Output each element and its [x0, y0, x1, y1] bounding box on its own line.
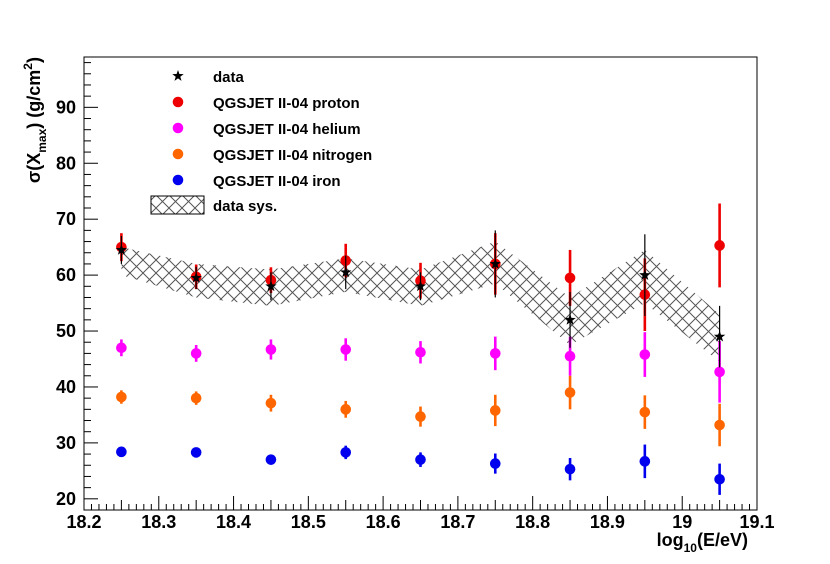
y-axis-title: σ(Xmax) (g/cm2) — [21, 57, 49, 183]
model-point — [340, 447, 352, 458]
x-axis-title-sub: 10 — [684, 541, 698, 555]
x-axis-title-rest: (E/eV) — [697, 530, 748, 550]
legend-label: QGSJET II-04 proton — [213, 95, 360, 112]
data-star-point — [639, 269, 651, 280]
legend-star-icon — [172, 70, 184, 81]
data-star-point — [414, 280, 427, 292]
legend-label: QGSJET II-04 nitrogen — [213, 147, 372, 164]
model-point — [190, 348, 202, 359]
model-point — [489, 405, 501, 416]
x-tick-label: 18.5 — [291, 512, 326, 532]
x-tick-label: 18.8 — [515, 512, 550, 532]
y-axis-title-rest: ) (g/cm — [24, 70, 44, 129]
legend-circle-icon — [172, 122, 184, 134]
data-star-point — [489, 257, 501, 269]
x-tick-label: 18.3 — [141, 512, 176, 532]
y-axis-title-close: ) — [24, 57, 44, 63]
y-tick-label: 90 — [56, 97, 76, 117]
model-point — [340, 404, 352, 415]
model-point — [714, 366, 725, 378]
y-tick-label: 40 — [56, 377, 76, 397]
y-axis-title-sigma: σ(X — [24, 153, 44, 183]
y-tick-label: 80 — [56, 153, 76, 173]
model-point — [265, 454, 277, 465]
x-tick-label: 19 — [672, 512, 692, 532]
x-axis-title: log10(E/eV) — [657, 530, 748, 555]
legend-label: QGSJET II-04 iron — [213, 173, 341, 190]
x-tick-label: 18.6 — [366, 512, 401, 532]
model-point — [714, 419, 725, 431]
x-axis-title-log: log — [657, 530, 684, 550]
model-point — [116, 391, 127, 403]
model-point — [564, 272, 576, 284]
legend-label: data — [213, 69, 245, 86]
x-tick-label: 18.2 — [66, 512, 101, 532]
legend: data QGSJET II-04 proton QGSJET II-04 heli… — [150, 69, 372, 215]
data-star-point — [564, 313, 576, 325]
model-point — [265, 344, 277, 355]
model-point — [265, 397, 277, 409]
model-point — [639, 456, 651, 467]
y-tick-label: 70 — [56, 209, 76, 229]
data-star-point — [340, 266, 352, 278]
model-point — [116, 446, 127, 458]
model-point — [564, 350, 576, 362]
model-point — [415, 454, 426, 465]
model-point — [639, 349, 651, 360]
legend-hatch-icon — [150, 195, 205, 215]
x-tick-label: 18.4 — [216, 512, 251, 532]
data-star-point — [265, 280, 277, 292]
model-point — [489, 348, 501, 359]
y-tick-label: 20 — [56, 489, 76, 509]
model-point — [190, 392, 202, 404]
model-point — [340, 344, 352, 355]
model-point — [639, 406, 651, 418]
model-point — [564, 463, 576, 475]
x-tick-label: 19.1 — [739, 512, 774, 532]
model-point — [564, 387, 576, 398]
x-tick-label: 18.7 — [440, 512, 475, 532]
axes-layer: 18.2 18.3 18.4 18.5 18.6 18.7 18.8 18.9 19 19.1 20… — [56, 62, 775, 532]
data-star-point — [115, 243, 128, 255]
legend-circle-icon — [172, 174, 184, 186]
y-axis-title-sub: max — [35, 128, 49, 152]
model-point — [116, 342, 127, 354]
series-layer — [115, 203, 726, 495]
model-point — [489, 458, 501, 469]
model-point — [415, 411, 426, 422]
y-axis-title-sup: 2 — [21, 63, 35, 70]
model-point — [714, 473, 725, 485]
legend-label: data sys. — [213, 198, 277, 215]
y-tick-label: 50 — [56, 321, 76, 341]
model-point — [415, 346, 426, 358]
y-tick-label: 60 — [56, 265, 76, 285]
data-star-point — [713, 330, 726, 342]
legend-circle-icon — [172, 96, 184, 108]
model-point — [190, 447, 202, 458]
model-point — [714, 240, 725, 251]
data-star-point — [190, 271, 202, 283]
y-tick-label: 30 — [56, 433, 76, 453]
legend-label: QGSJET II-04 helium — [213, 121, 361, 138]
legend-circle-icon — [172, 148, 184, 160]
x-tick-label: 18.9 — [590, 512, 625, 532]
